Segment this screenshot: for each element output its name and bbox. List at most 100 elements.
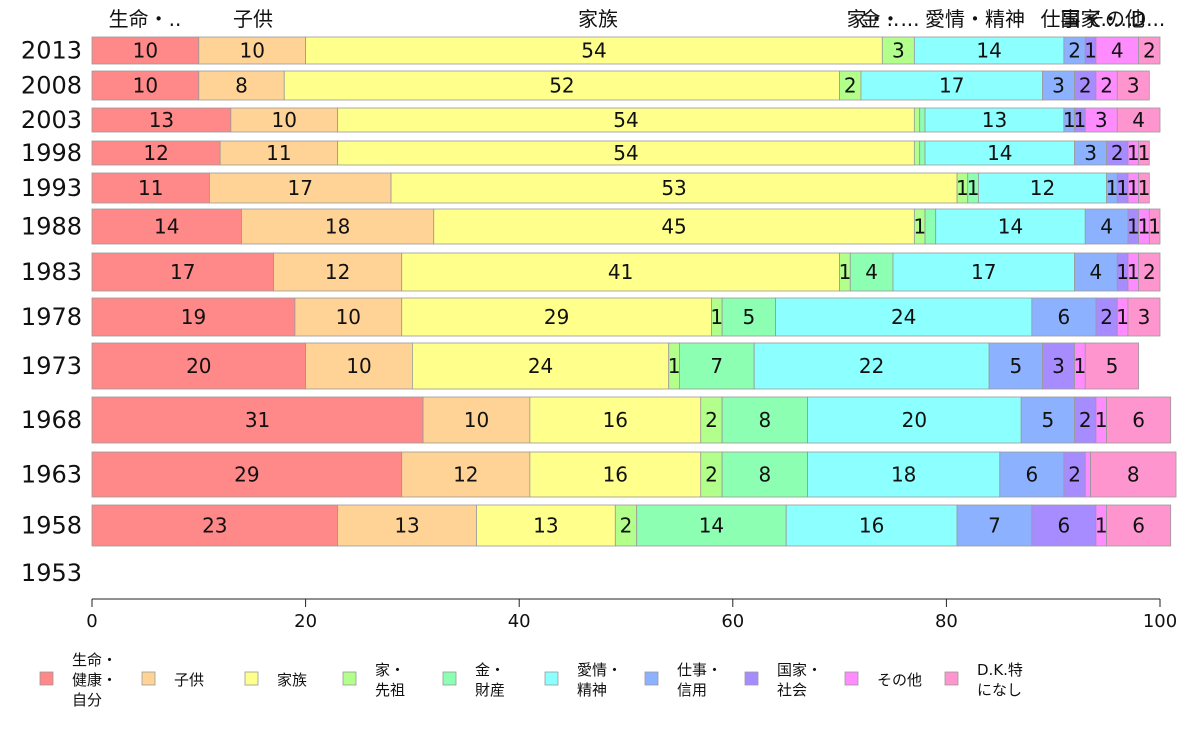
data-label: 10 (464, 408, 489, 432)
bar-segment (636, 504, 787, 547)
bar-segment (91, 342, 307, 390)
bar-segment (721, 451, 808, 498)
data-label: 16 (603, 463, 628, 487)
data-label: 24 (891, 305, 916, 329)
data-label: 53 (661, 176, 686, 200)
legend-swatch (744, 671, 759, 686)
bar-segment (390, 172, 958, 204)
data-label: 8 (1127, 463, 1140, 487)
legend-swatch (944, 671, 959, 686)
data-label: 10 (336, 305, 361, 329)
bar-segment (1095, 36, 1140, 65)
bar-segment (1084, 107, 1118, 133)
data-label: 3 (1138, 305, 1151, 329)
category-header-row: 生命・.. 子供 家族 家・..金・... 愛情・精神 仕事・...国家・...その他D.… (109, 7, 1166, 31)
bar-segment (1031, 297, 1097, 337)
year-tick-label: 1953 (21, 559, 82, 587)
bar-segment (529, 396, 702, 444)
bar-segment (283, 70, 840, 101)
legend-label: 家・先祖 (375, 661, 405, 699)
data-label: 17 (288, 176, 313, 200)
data-label: 29 (544, 305, 569, 329)
data-label: 1 (839, 260, 852, 284)
data-label: 22 (859, 354, 884, 378)
category-header: 仕事・... (1040, 7, 1119, 31)
legend-label: 仕事・信用 (677, 661, 722, 699)
bar-segment (241, 208, 435, 245)
data-label: 1 (1074, 108, 1087, 132)
data-label: 1 (1138, 215, 1151, 239)
bar-segment (919, 140, 926, 166)
bar-segment (209, 172, 392, 204)
year-tick-label: 1968 (21, 406, 82, 434)
bar-segment (337, 140, 915, 166)
x-tick-label: 100 (1143, 611, 1177, 632)
data-label: 3 (1127, 74, 1140, 98)
bar-segment (401, 451, 531, 498)
legend-label: その他 (877, 671, 922, 689)
bar-segment (91, 451, 403, 498)
bar-segment (1138, 252, 1161, 292)
bar-segment (860, 70, 1043, 101)
data-label: 2 (1100, 305, 1113, 329)
bar-segment (1138, 172, 1150, 204)
year-tick-label: 2013 (21, 37, 82, 65)
data-label: 52 (549, 74, 574, 98)
data-label: 4 (1090, 260, 1103, 284)
data-label: 2 (1143, 39, 1156, 63)
bar-segment (924, 107, 1065, 133)
data-label: 6 (1058, 514, 1071, 538)
data-label: 41 (608, 260, 633, 284)
data-label: 1 (1148, 215, 1161, 239)
data-label: 1 (1116, 305, 1129, 329)
bar-segment (401, 297, 712, 337)
data-label: 13 (394, 514, 419, 538)
x-tick-label: 80 (935, 611, 958, 632)
data-label: 2 (1079, 74, 1092, 98)
category-header: 国家・... (1060, 7, 1139, 31)
data-label: 1 (1116, 176, 1129, 200)
bar-segment (913, 140, 921, 166)
legend-swatch (141, 671, 156, 686)
data-label: 2 (1143, 260, 1156, 284)
data-label: 10 (133, 39, 158, 63)
data-label: 20 (902, 408, 927, 432)
data-label: 14 (154, 215, 179, 239)
bar-segment (1116, 70, 1150, 101)
bar-segment (679, 342, 755, 390)
data-label: 1 (1138, 176, 1151, 200)
bar-segment (892, 252, 1075, 292)
data-label: 10 (346, 354, 371, 378)
category-header: 子供 (233, 7, 273, 31)
category-header: 家・.. (847, 7, 900, 31)
bar-segment (91, 140, 221, 166)
data-label: 18 (891, 463, 916, 487)
data-label: 2 (620, 514, 633, 538)
legend-swatch (39, 671, 54, 686)
bar-segment (721, 396, 808, 444)
bar-segment (913, 36, 1065, 65)
data-label: 1 (1106, 176, 1119, 200)
data-label: 7 (988, 514, 1001, 538)
data-label: 1 (1063, 108, 1076, 132)
data-label: 17 (170, 260, 195, 284)
year-tick-label: 1988 (21, 213, 82, 241)
data-label: 6 (1025, 463, 1038, 487)
data-label: 1 (1127, 215, 1140, 239)
bar-segment (1138, 36, 1161, 65)
data-label: 17 (971, 260, 996, 284)
data-label: 1 (1116, 260, 1129, 284)
year-tick-label: 1963 (21, 461, 82, 489)
bar-segment (1031, 504, 1097, 547)
data-label: 1 (1127, 176, 1140, 200)
data-label: 8 (758, 463, 771, 487)
bar-segment (913, 107, 921, 133)
data-label: 4 (1132, 108, 1145, 132)
data-label: 5 (1041, 408, 1054, 432)
data-label: 7 (710, 354, 723, 378)
legend-swatch (544, 671, 559, 686)
x-tick-label: 0 (86, 611, 97, 632)
data-label: 5 (1106, 354, 1119, 378)
legend-label: 家族 (277, 671, 307, 689)
